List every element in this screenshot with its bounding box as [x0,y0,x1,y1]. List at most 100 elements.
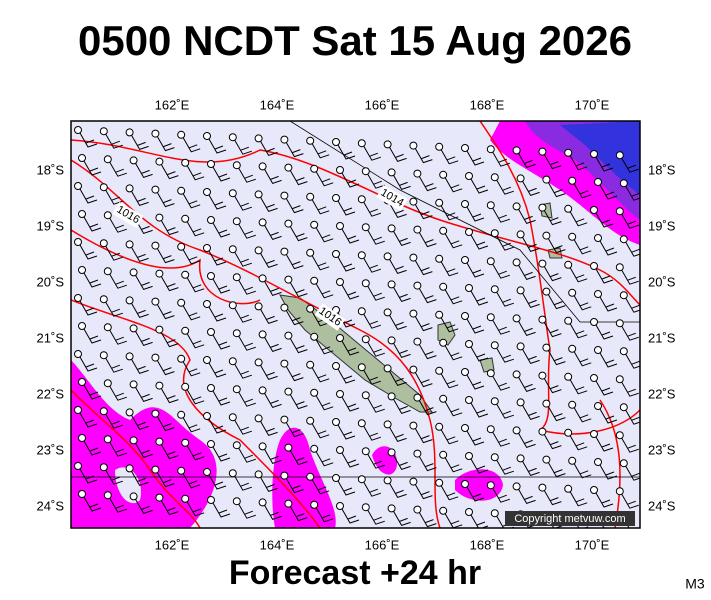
barb [367,229,385,245]
station [310,444,319,453]
barb [212,334,231,350]
station [435,142,444,151]
lon-label: 164˚E [260,97,295,112]
station [512,314,521,323]
station [568,232,577,241]
station [232,161,241,170]
barb [414,148,433,164]
barb [212,390,231,406]
barb [260,197,278,213]
station [228,189,237,198]
station [232,497,241,506]
station [151,465,160,474]
barb [573,407,592,423]
station [413,337,422,346]
barb [311,143,330,159]
station [155,157,164,166]
barb [522,349,540,365]
barb [599,240,618,256]
barb [212,278,231,294]
station [151,409,160,418]
barb [496,179,514,195]
station [310,388,319,397]
barb [238,391,256,407]
barb [341,396,360,412]
barb [238,503,256,519]
station [383,476,392,485]
station [125,296,134,305]
map-frame [70,120,641,529]
station [78,378,86,386]
station [594,402,602,410]
station [538,483,547,492]
station [155,381,164,390]
station [103,379,112,388]
station [284,331,293,340]
barb [135,331,153,347]
station [568,176,577,185]
barb [414,372,433,388]
station [490,341,499,350]
station [594,346,602,354]
station [254,246,263,255]
barb [182,473,201,489]
barb [131,359,149,375]
station [151,241,160,250]
station [258,442,267,451]
barb [470,346,489,362]
barb [363,481,381,497]
station [129,268,138,277]
barb [547,182,566,198]
barb [569,491,588,507]
barb [83,328,102,344]
barb [260,365,278,381]
barb [522,461,540,477]
station [280,135,289,144]
station [284,219,293,228]
station [125,408,134,417]
barb [109,217,127,233]
station [590,374,598,382]
station [310,500,319,509]
barb [492,319,510,335]
barb [389,371,407,387]
station [99,239,108,248]
barb [156,472,175,488]
barb [522,237,540,253]
barb [492,375,510,391]
station [361,447,370,456]
station [336,278,344,286]
barb [595,324,614,340]
station [383,252,392,261]
station [228,245,237,254]
station [203,244,211,252]
station [78,434,86,442]
barb [569,267,588,283]
station [512,370,521,379]
barb [337,368,356,384]
barb [186,165,205,181]
station [232,385,241,394]
station [542,231,551,240]
station [465,508,473,516]
station [332,418,340,426]
barb [543,490,562,506]
barb [543,210,562,226]
station [207,216,215,224]
station [207,160,215,168]
station [465,340,473,348]
barb [621,493,639,509]
barb [444,177,463,193]
station [461,144,469,152]
title: 0500 NCDT Sat 15 Aug 2026 [78,17,632,64]
barb [367,509,385,525]
barb [83,216,102,232]
station [568,288,577,297]
station [74,182,82,190]
station [280,471,289,480]
barb [109,385,127,401]
station [387,224,396,233]
station [590,150,598,158]
lat-label: 24˚S [648,498,676,513]
barb [341,228,360,244]
